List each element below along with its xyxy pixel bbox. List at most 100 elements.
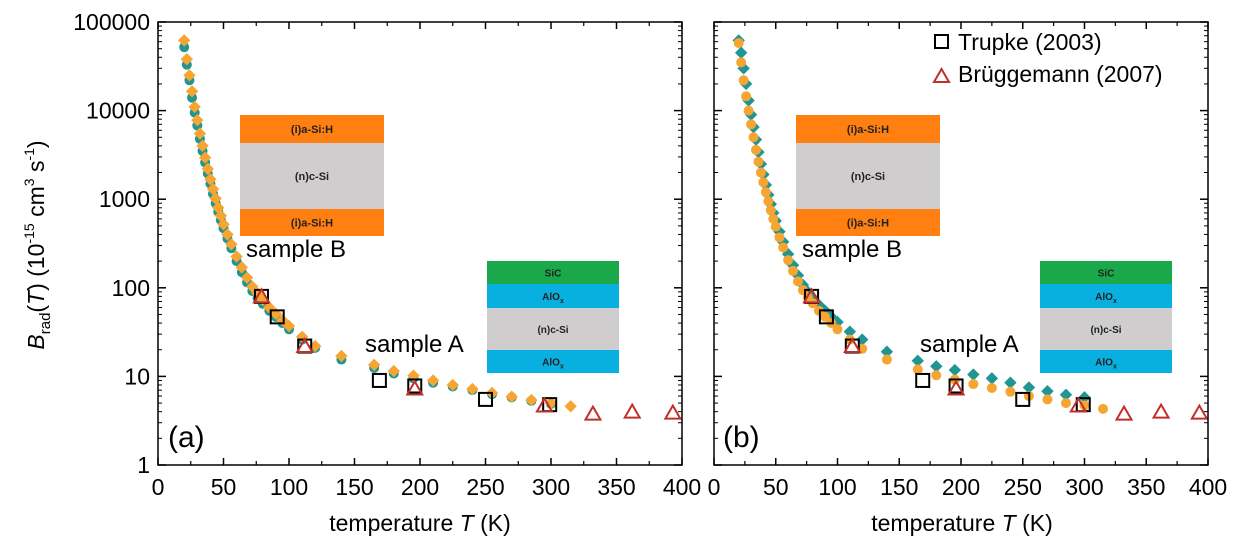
a-series1-diamond-point	[505, 390, 518, 403]
sample-b-layer-asi-bottom	[240, 209, 384, 236]
a-series1-diamond-point	[193, 127, 207, 140]
y-title-t: T	[23, 289, 49, 305]
sample-b-layer-csi-label: (n)c-Si	[295, 171, 329, 183]
sample-b-layer-asi-top-label: (i)a-Si:H	[847, 124, 889, 136]
legend-marker-trupke	[934, 34, 949, 49]
b-series1-circle-point	[1005, 386, 1016, 397]
b-series3-triangle-point	[1190, 403, 1209, 420]
sample-a-layer-alox-bottom-label: AlOx	[542, 358, 564, 371]
sample-a-layer-csi	[487, 308, 619, 350]
b-series2-square-point	[818, 309, 834, 325]
a-series1-diamond-point	[446, 378, 459, 392]
panel-a-frame	[157, 21, 683, 466]
a-series2-square-point	[269, 309, 285, 325]
panel-b-sample-a-label: sample A	[920, 331, 1019, 358]
b-series0-diamond-point	[856, 333, 869, 346]
b-series1-circle-point	[832, 324, 843, 335]
a-series1-diamond-point	[217, 218, 230, 231]
legend-marker-bruggemann	[932, 66, 951, 83]
b-series0-diamond-point	[948, 363, 962, 377]
x-tick-label: 200	[401, 474, 439, 500]
a-series1-diamond-point	[221, 228, 234, 241]
b-series0-diamond-point	[1022, 381, 1036, 394]
panel-b-x-title: temperature T (K)	[871, 510, 1053, 536]
panel-a-sample-b-label: sample B	[246, 236, 346, 263]
a-series2-square-point	[371, 372, 387, 388]
b-series1-circle-point	[820, 311, 831, 322]
b-series1-circle-point	[783, 255, 794, 266]
y-tick-label: 10	[124, 363, 150, 389]
a-series1-diamond-point	[564, 400, 577, 413]
x-tick-label: 350	[597, 474, 635, 500]
x-tick-label: 250	[1004, 474, 1042, 500]
y-tick-label: 100	[112, 275, 150, 301]
a-series3-triangle-point	[405, 379, 424, 396]
a-series1-diamond-point	[196, 139, 209, 153]
b-series1-circle-point	[750, 144, 761, 155]
y-tick-label: 100000	[73, 9, 150, 35]
x-tick-label: 350	[1127, 474, 1165, 500]
a-series0-circle-point	[179, 42, 190, 53]
panel-b: 0 50 100 150 200 250 300 350 400 (i)a-Si:H (n)c-S…	[708, 21, 1227, 536]
panel-a: 0 50 100 150 200 250 300 350 400 1 10 100 1000 10000 1…	[73, 9, 701, 536]
sample-a-layer-alox-top-label: AlOx	[542, 292, 564, 305]
a-series3-triangle-point	[252, 287, 271, 304]
b-series0-diamond-point	[773, 225, 786, 238]
a-series1-diamond-point	[209, 192, 222, 205]
b-series3-triangle-point	[946, 379, 966, 396]
b-series1-circle-point	[746, 119, 757, 130]
a-series3-triangle-point	[622, 402, 642, 419]
a-series1-diamond-point	[185, 85, 199, 98]
a-series1-diamond-point	[206, 182, 220, 196]
b-series2-square-point	[915, 372, 931, 388]
a-series1-diamond-point	[235, 261, 249, 274]
b-series1-circle-point	[763, 196, 774, 207]
panel-a-sample-a-label: sample A	[365, 331, 464, 358]
panel-b-ticks: 0 50 100 150 200 250 300 350 400	[708, 21, 1227, 500]
b-series3-triangle-point	[843, 337, 862, 354]
a-series1-diamond-point	[240, 271, 254, 284]
x-tick-label: 200	[942, 474, 980, 500]
sample-a-layer-alox-top-label: AlOx	[1095, 292, 1117, 305]
x-tick-label: 300	[532, 474, 570, 500]
b-series0-diamond-point	[1059, 388, 1073, 401]
b-series1-circle-point	[788, 265, 799, 276]
b-series2-square-point	[948, 378, 964, 394]
b-series1-circle-point	[733, 37, 744, 48]
sample-a-layer-alox-top	[487, 284, 619, 308]
legend-label-bruggemann: Brüggemann (2007)	[958, 61, 1163, 87]
y-title-sub: rad	[37, 313, 54, 335]
b-series2-square-point	[1015, 391, 1031, 407]
y-title-s: s	[23, 161, 49, 179]
a-series2-square-point	[478, 391, 493, 407]
b-series1-circle-point	[736, 57, 747, 68]
x-tick-label: 400	[1189, 474, 1227, 500]
sample-a-layer-alox-bottom-label: AlOx	[1095, 358, 1117, 371]
legend-label-trupke: Trupke (2003)	[958, 29, 1102, 55]
x-tick-label: 100	[818, 474, 856, 500]
sample-a-layer-csi-label: (n)c-Si	[537, 325, 568, 336]
sample-b-layer-csi	[240, 143, 384, 209]
sample-b-layer-asi-top	[796, 115, 940, 143]
a-series1-diamond-point	[525, 393, 538, 407]
x-tick-label: 0	[152, 474, 165, 500]
sample-a-layer-alox-bottom	[1040, 350, 1172, 373]
a-series1-diamond-point	[183, 69, 196, 82]
sample-a-layer-csi	[1040, 308, 1172, 350]
b-series0-diamond-point	[1004, 376, 1017, 389]
b-series1-circle-point	[774, 232, 785, 243]
b-series1-circle-point	[986, 382, 997, 393]
a-series1-diamond-point	[198, 151, 212, 164]
b-series1-circle-point	[931, 370, 942, 381]
b-series1-circle-point	[738, 75, 749, 86]
sample-a-layer-alox-top	[1040, 284, 1172, 308]
panel-a-marks	[178, 34, 683, 421]
b-series0-diamond-point	[734, 46, 748, 59]
b-series1-circle-point	[1060, 398, 1071, 409]
b-series1-circle-point	[1042, 394, 1053, 405]
b-series0-diamond-point	[843, 325, 857, 338]
y-title-close: )	[23, 140, 49, 148]
b-series1-circle-point	[778, 242, 789, 253]
a-series0-circle-point	[187, 92, 198, 103]
